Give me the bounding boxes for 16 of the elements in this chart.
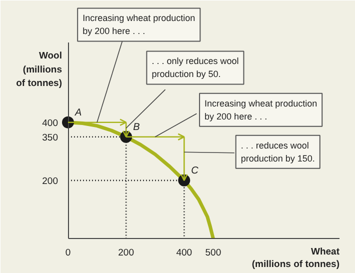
annotation: . . . reduces wool production by 150. <box>240 140 315 164</box>
annotation: Increasing wheat production by 200 here . . . <box>82 13 196 36</box>
y-tick-label: 350 <box>42 132 58 144</box>
annotation: B <box>133 122 140 133</box>
y-tick-label: 400 <box>42 118 58 129</box>
y-tick-label: 200 <box>42 176 58 187</box>
annotation: Increasing wheat production by 200 here . . . <box>204 98 318 122</box>
x-tick-label: 500 <box>205 248 222 258</box>
annotation: . . . only reduces wool production by 50. <box>152 56 239 80</box>
x-tick-label: 400 <box>176 248 192 258</box>
y-axis-title: Wool (millions of tonnes) <box>16 50 62 89</box>
x-axis-title: Wheat (millions of tonnes) <box>252 246 340 270</box>
x-tick-label: 0 <box>65 248 71 258</box>
x-tick-label: 200 <box>118 248 134 258</box>
annotation: A <box>74 107 82 118</box>
annotation: C <box>191 165 200 176</box>
